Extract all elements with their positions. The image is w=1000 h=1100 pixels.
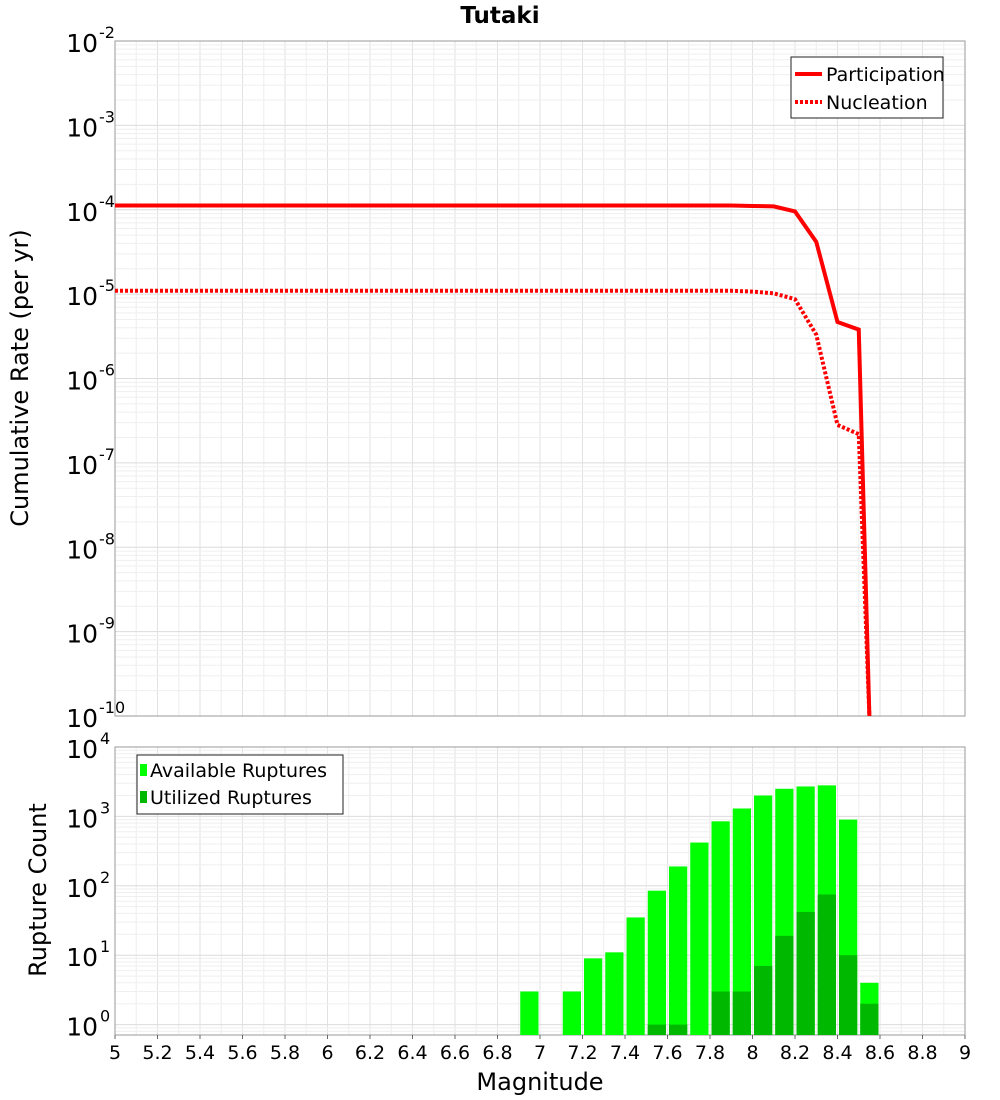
legend-swatch-available-ruptures [140, 764, 147, 776]
legend-label-nucleation: Nucleation [826, 92, 928, 114]
bar-available-ruptures [626, 917, 645, 1035]
bar-utilized-ruptures [839, 955, 858, 1035]
x-tick-label: 7.6 [652, 1042, 682, 1064]
bottom-bars-group [520, 785, 879, 1035]
top-y-tick-exponent: -7 [99, 445, 115, 464]
x-axis-label: Magnitude [476, 1068, 603, 1096]
top-y-tick-exponent: -3 [99, 107, 115, 126]
x-tick-label: 9 [959, 1042, 971, 1064]
x-tick-label: 6.8 [482, 1042, 512, 1064]
legend-label-utilized-ruptures: Utilized Ruptures [150, 787, 312, 809]
bar-available-ruptures [584, 958, 603, 1035]
top-y-tick-label: 10 [66, 451, 98, 480]
top-legend: Participation Nucleation [790, 56, 945, 119]
bar-available-ruptures [647, 890, 666, 1035]
x-tick-label: 8.6 [865, 1042, 895, 1064]
top-plot-frame [114, 40, 966, 717]
bar-utilized-ruptures [732, 991, 751, 1035]
bar-available-ruptures [690, 842, 709, 1035]
x-tick-label: 6.6 [440, 1042, 470, 1064]
x-tick-label: 7.2 [567, 1042, 597, 1064]
top-y-tick-exponent: -6 [99, 361, 115, 380]
x-tick-label: 5.6 [227, 1042, 257, 1064]
bar-utilized-ruptures [796, 911, 815, 1035]
top-y-tick-exponent: -9 [99, 614, 115, 633]
bar-utilized-ruptures [647, 1024, 666, 1035]
bar-available-ruptures [520, 991, 539, 1035]
legend-label-available-ruptures: Available Ruptures [150, 760, 327, 782]
series-line-participation [115, 203, 872, 716]
bottom-legend: Available Ruptures Utilized Ruptures [136, 754, 344, 815]
top-y-tick-label: 10 [66, 29, 98, 58]
x-tick-label: 8.2 [780, 1042, 810, 1064]
bottom-y-tick-label: 10 [66, 874, 98, 903]
bottom-legend-box [136, 754, 344, 815]
bar-utilized-ruptures [669, 1024, 688, 1035]
bar-utilized-ruptures [817, 894, 836, 1035]
bottom-y-tick-label: 10 [66, 943, 98, 972]
top-y-tick-exponent: -2 [99, 23, 115, 42]
bottom-y-tick-exponent: 2 [100, 868, 110, 887]
x-tick-label: 5.2 [142, 1042, 172, 1064]
x-tick-label: 8 [746, 1042, 758, 1064]
bottom-y-tick-label: 10 [66, 1013, 98, 1042]
top-y-tick-label: 10 [66, 282, 98, 311]
legend-swatch-utilized-ruptures [140, 791, 147, 803]
x-tick-label: 7.8 [695, 1042, 725, 1064]
top-y-tick-label: 10 [66, 113, 98, 142]
top-y-tick-exponent: -10 [99, 698, 125, 717]
top-y-tick-exponent: -5 [99, 276, 115, 295]
top-y-tick-exponent: -4 [99, 192, 115, 211]
x-tick-label: 8.8 [907, 1042, 937, 1064]
bar-available-ruptures [711, 821, 730, 1035]
bar-utilized-ruptures [775, 935, 794, 1035]
x-tick-label: 6 [321, 1042, 333, 1064]
series-line-nucleation [115, 288, 872, 716]
x-tick-label: 5.4 [185, 1042, 215, 1064]
bar-utilized-ruptures [860, 1003, 879, 1035]
x-tick-label: 6.2 [355, 1042, 385, 1064]
top-panel-grid [114, 41, 966, 717]
x-tick-label: 5 [109, 1042, 121, 1064]
top-y-axis-label: Cumulative Rate (per yr) [6, 229, 34, 527]
x-tick-label: 5.8 [270, 1042, 300, 1064]
bar-available-ruptures [732, 808, 751, 1035]
bottom-y-axis-label: Rupture Count [24, 803, 52, 977]
top-y-tick-label: 10 [66, 367, 98, 396]
bottom-y-tick-exponent: 3 [100, 798, 110, 817]
bar-available-ruptures [562, 991, 581, 1035]
bottom-y-tick-exponent: 1 [100, 937, 110, 956]
bottom-y-tick-label: 10 [66, 735, 98, 764]
bottom-y-tick-label: 10 [66, 804, 98, 833]
x-tick-label: 7.4 [610, 1042, 640, 1064]
top-y-tick-label: 10 [66, 198, 98, 227]
top-y-tick-label: 10 [66, 620, 98, 649]
bar-utilized-ruptures [754, 965, 773, 1035]
top-series-group [115, 203, 872, 716]
top-y-tick-label: 10 [66, 535, 98, 564]
top-y-tick-exponent: -8 [99, 529, 115, 548]
chart-title: Tutaki [460, 3, 539, 29]
x-tick-label: 7 [534, 1042, 546, 1064]
x-tick-label: 8.4 [822, 1042, 852, 1064]
top-legend-box [790, 56, 944, 119]
bar-available-ruptures [669, 866, 688, 1035]
bottom-y-tick-exponent: 4 [100, 729, 110, 748]
bar-utilized-ruptures [711, 991, 730, 1035]
legend-label-participation: Participation [826, 64, 945, 86]
top-y-tick-label: 10 [66, 704, 98, 733]
bottom-y-tick-exponent: 0 [100, 1007, 110, 1026]
bar-available-ruptures [605, 952, 624, 1035]
x-tick-label: 6.4 [397, 1042, 427, 1064]
